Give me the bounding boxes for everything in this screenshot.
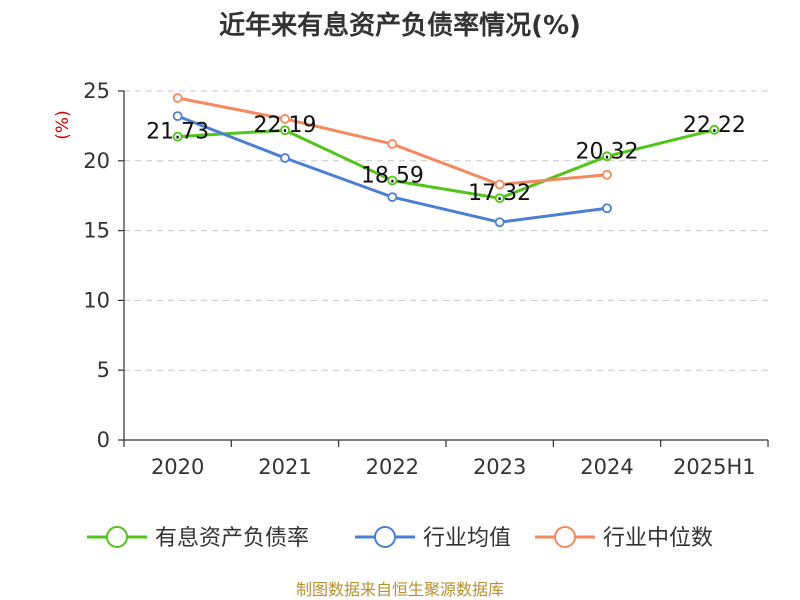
- y-tick-label: 10: [83, 288, 110, 312]
- data-point: [494, 193, 505, 204]
- legend-swatch-marker: [374, 526, 396, 548]
- data-label: 22.22: [683, 113, 746, 138]
- legend-item-1: 行业均值: [355, 526, 511, 551]
- data-point: [602, 169, 612, 180]
- data-point: [602, 151, 612, 162]
- axes: 0 5 10 15 20 25 2020 2021 2022 2023 2024 2025H1: [83, 79, 769, 479]
- x-tick-label: 2023: [473, 455, 526, 479]
- data-point: [387, 175, 398, 186]
- legend-swatch-marker: [554, 526, 576, 548]
- y-tick-label: 15: [83, 219, 110, 243]
- data-point: [709, 124, 720, 135]
- x-tick-label: 2022: [366, 455, 419, 479]
- grid-lines: [124, 90, 768, 371]
- legend-label: 行业均值: [423, 526, 511, 551]
- data-point: [172, 111, 183, 122]
- series-layer: [172, 93, 720, 228]
- data-point: [494, 179, 505, 190]
- x-tick-label: 2024: [580, 455, 633, 479]
- data-point: [280, 114, 290, 124]
- legend-label: 行业中位数: [603, 526, 713, 551]
- y-tick-label: 25: [83, 79, 110, 103]
- x-tick-label: 2025H1: [673, 455, 756, 479]
- data-label: 22.19: [254, 113, 317, 138]
- legend-item-0: 有息资产负债率: [87, 526, 309, 551]
- data-point: [172, 93, 183, 103]
- data-point: [387, 192, 398, 202]
- legend-item-2: 行业中位数: [535, 526, 713, 551]
- data-label: 21.73: [146, 120, 209, 145]
- legend-swatch-marker: [106, 526, 128, 548]
- y-tick-label: 5: [97, 358, 110, 382]
- y-tick-label: 20: [83, 149, 110, 173]
- data-point: [602, 203, 612, 214]
- chart-title: 近年来有息资产负债率情况(%): [219, 10, 581, 41]
- x-tick-label: 2020: [151, 455, 204, 479]
- x-tick-label: 2021: [258, 455, 311, 479]
- data-point: [280, 153, 290, 163]
- data-label: 20.32: [576, 139, 639, 164]
- y-tick-label: 0: [97, 428, 110, 452]
- legend: 有息资产负债率 行业均值 行业中位数: [87, 526, 713, 551]
- data-point: [387, 139, 398, 149]
- data-label: 18.59: [361, 163, 424, 188]
- legend-label: 有息资产负债率: [155, 526, 309, 551]
- data-source-note: 制图数据来自恒生聚源数据库: [296, 580, 504, 599]
- data-point: [280, 125, 290, 136]
- data-label: 17.32: [468, 181, 531, 206]
- y-axis-unit: (%): [53, 110, 73, 139]
- data-point: [494, 217, 505, 228]
- data-labels: 21.73 22.19 18.59 17.32 20.32 22.22: [146, 113, 746, 206]
- series-line-0: [177, 128, 715, 200]
- data-point: [172, 131, 183, 142]
